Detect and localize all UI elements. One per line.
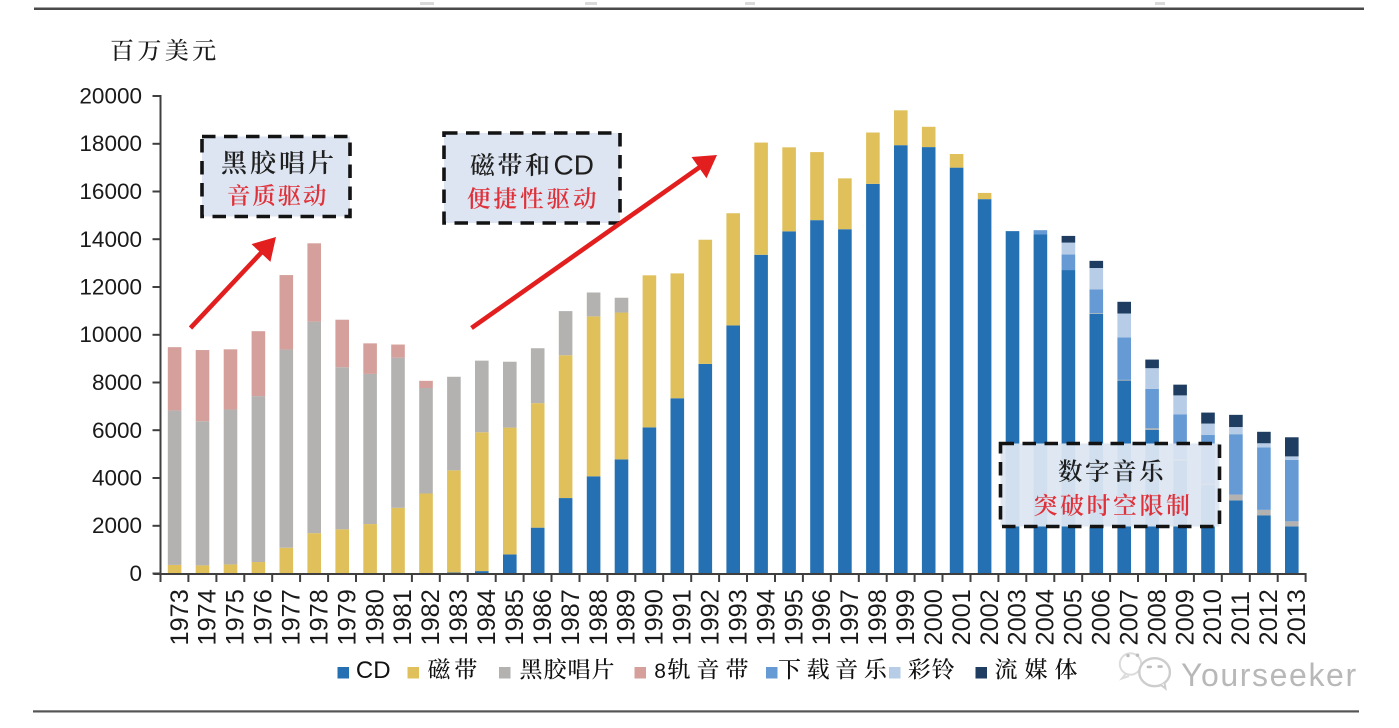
svg-text:1977: 1977 xyxy=(278,589,306,645)
svg-text:1991: 1991 xyxy=(669,589,697,645)
svg-text:1978: 1978 xyxy=(305,589,333,645)
svg-text:14000: 14000 xyxy=(79,227,142,252)
svg-text:1995: 1995 xyxy=(780,589,808,645)
svg-text:2012: 2012 xyxy=(1255,589,1283,645)
svg-text:1981: 1981 xyxy=(389,589,417,645)
svg-text:CD: CD xyxy=(554,150,594,181)
svg-text:2011: 2011 xyxy=(1227,591,1255,645)
svg-text:12000: 12000 xyxy=(79,275,142,300)
svg-text:1984: 1984 xyxy=(473,589,501,645)
svg-text:2005: 2005 xyxy=(1060,589,1088,645)
svg-text:1979: 1979 xyxy=(333,589,361,645)
svg-text:1973: 1973 xyxy=(166,589,194,645)
svg-text:1997: 1997 xyxy=(836,589,864,645)
svg-text:20000: 20000 xyxy=(79,84,142,109)
svg-text:16000: 16000 xyxy=(79,179,142,204)
svg-text:1976: 1976 xyxy=(250,589,278,645)
svg-text:1980: 1980 xyxy=(361,589,389,645)
svg-text:1999: 1999 xyxy=(892,589,920,645)
svg-text:2006: 2006 xyxy=(1088,589,1116,645)
svg-text:2009: 2009 xyxy=(1171,589,1199,645)
svg-text:1993: 1993 xyxy=(724,589,752,645)
svg-text:1983: 1983 xyxy=(445,589,473,645)
svg-text:1975: 1975 xyxy=(222,589,250,645)
svg-text:10000: 10000 xyxy=(79,322,142,347)
svg-text:2013: 2013 xyxy=(1283,589,1311,645)
svg-text:1987: 1987 xyxy=(557,589,585,645)
svg-text:18000: 18000 xyxy=(79,131,142,156)
svg-text:1996: 1996 xyxy=(808,589,836,645)
svg-text:2000: 2000 xyxy=(92,513,142,538)
svg-text:8000: 8000 xyxy=(92,370,142,395)
svg-text:2000: 2000 xyxy=(920,589,948,645)
svg-text:CD: CD xyxy=(356,657,391,684)
svg-text:1988: 1988 xyxy=(585,589,613,645)
svg-text:2007: 2007 xyxy=(1115,589,1143,645)
svg-text:1994: 1994 xyxy=(752,589,780,645)
svg-text:2010: 2010 xyxy=(1199,589,1227,645)
svg-text:1985: 1985 xyxy=(501,589,529,645)
svg-text:1986: 1986 xyxy=(529,589,557,645)
svg-text:4000: 4000 xyxy=(92,466,142,491)
svg-text:2003: 2003 xyxy=(1004,589,1032,645)
svg-text:1989: 1989 xyxy=(613,589,641,645)
svg-text:6000: 6000 xyxy=(92,418,142,443)
svg-text:2008: 2008 xyxy=(1143,589,1171,645)
svg-text:Yourseeker: Yourseeker xyxy=(1181,657,1358,693)
svg-text:2004: 2004 xyxy=(1032,589,1060,645)
svg-text:8: 8 xyxy=(654,660,666,683)
svg-text:0: 0 xyxy=(129,561,142,586)
svg-text:1990: 1990 xyxy=(641,589,669,645)
svg-text:2001: 2001 xyxy=(948,589,976,645)
svg-text:2002: 2002 xyxy=(976,589,1004,645)
svg-text:1982: 1982 xyxy=(417,589,445,645)
svg-text:1998: 1998 xyxy=(864,589,892,645)
svg-text:1974: 1974 xyxy=(194,589,222,645)
svg-text:1992: 1992 xyxy=(697,589,725,645)
